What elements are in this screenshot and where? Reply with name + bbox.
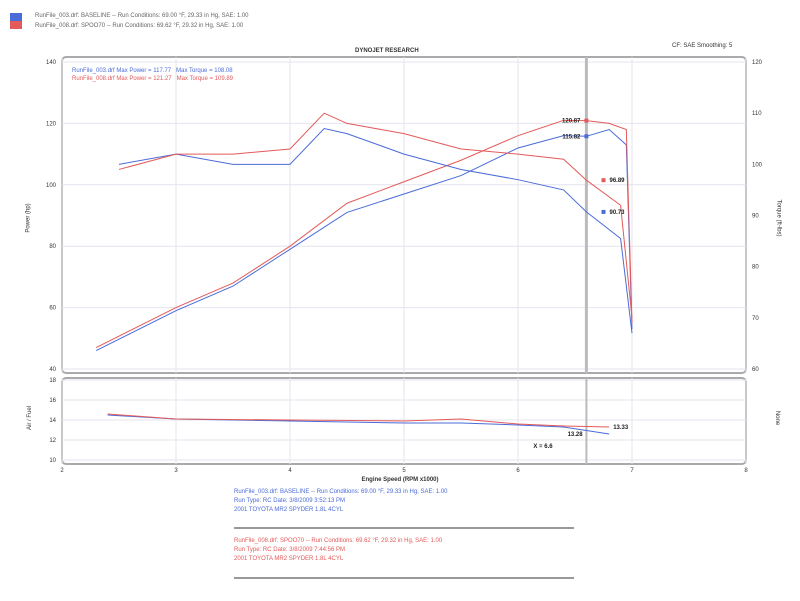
value-annotation-marker [601, 209, 606, 214]
footer-blue-line: Run Type: RC Date: 3/8/2009 3:52:13 PM [234, 498, 345, 504]
torque-series-line [118, 112, 633, 318]
y2-tick-label: 100 [752, 162, 763, 168]
afr-series-line [107, 413, 610, 428]
divider [234, 527, 574, 529]
afr-tick-label: 18 [49, 378, 56, 384]
value-annotation: 120.87 [562, 119, 581, 125]
legend-item-2: RunFile_008.drf Max Power = 121.27 Max T… [72, 76, 234, 82]
value-annotation-marker [584, 118, 589, 123]
legend-swatch-blue [10, 13, 22, 21]
y2-tick-label: 60 [752, 367, 759, 373]
legend-swatch-red [10, 21, 22, 29]
y-tick-label: 100 [46, 183, 57, 189]
y-tick-label: 140 [46, 60, 57, 66]
afr-tick-label: 14 [49, 418, 56, 424]
legend-item-1: RunFile_003.drf Max Power = 117.77 Max T… [72, 68, 233, 74]
y-tick-label: 40 [49, 367, 56, 373]
power-series-line [95, 128, 633, 352]
x-tick-label: 5 [402, 468, 406, 474]
power-series-line [95, 119, 633, 348]
footer-red-line: 2001 TOYOTA MR2 SPYDER 1.8L 4CYL [234, 556, 344, 562]
x-tick-label: 7 [630, 468, 634, 474]
value-annotation-marker [584, 134, 589, 139]
torque-series-line [118, 127, 633, 334]
value-annotation: 90.73 [610, 210, 626, 216]
value-annotation-marker [601, 178, 606, 183]
legend-run-1: RunFile_003.drf: BASELINE -- Run Conditi… [35, 13, 249, 19]
footer-blue-line: 2001 TOYOTA MR2 SPYDER 1.8L 4CYL [234, 507, 344, 513]
y2-tick-label: 90 [752, 214, 759, 220]
divider [234, 577, 574, 579]
x-tick-label: 2 [60, 468, 64, 474]
afr-annotation: 13.28 [568, 432, 584, 438]
value-annotation: 115.82 [562, 134, 581, 140]
afr-tick-label: 12 [49, 438, 56, 444]
y2-tick-label: 70 [752, 316, 759, 322]
y2-tick-label: 120 [752, 60, 763, 66]
afr-tick-label: 16 [49, 398, 56, 404]
footer-red: RunFile_008.drf: SPOO70 -- Run Condition… [234, 537, 442, 564]
value-annotation: 96.89 [610, 178, 626, 184]
y-tick-label: 120 [46, 121, 57, 127]
x-tick-label: 3 [174, 468, 178, 474]
x-tick-label: 6 [516, 468, 520, 474]
y2-tick-label: 110 [752, 111, 762, 117]
afr-annotation: X = 6.6 [533, 444, 553, 450]
x-axis-label: Engine Speed (RPM x1000) [361, 477, 439, 483]
x-tick-label: 8 [744, 468, 748, 474]
y2-tick-label: 80 [752, 265, 759, 271]
footer-blue-line: RunFile_003.drf: BASELINE -- Run Conditi… [234, 489, 448, 495]
footer-red-line: RunFile_008.drf: SPOO70 -- Run Condition… [234, 538, 443, 544]
brand-title: DYNOJET RESEARCH [355, 48, 419, 54]
x-tick-label: 4 [288, 468, 292, 474]
y-tick-label: 80 [49, 244, 56, 250]
footer-blue: RunFile_003.drf: BASELINE -- Run Conditi… [234, 488, 448, 515]
afr-annotation: 13.33 [613, 425, 629, 431]
footer-red-line: Run Type: RC Date: 3/8/2009 7:44:56 PM [234, 547, 345, 553]
legend-run-2: RunFile_008.drf: SPOO70 -- Run Condition… [35, 23, 244, 29]
afr-tick-label: 10 [49, 458, 56, 464]
settings-label: CF: SAE Smoothing: 5 [672, 43, 733, 49]
y-tick-label: 60 [49, 306, 56, 312]
